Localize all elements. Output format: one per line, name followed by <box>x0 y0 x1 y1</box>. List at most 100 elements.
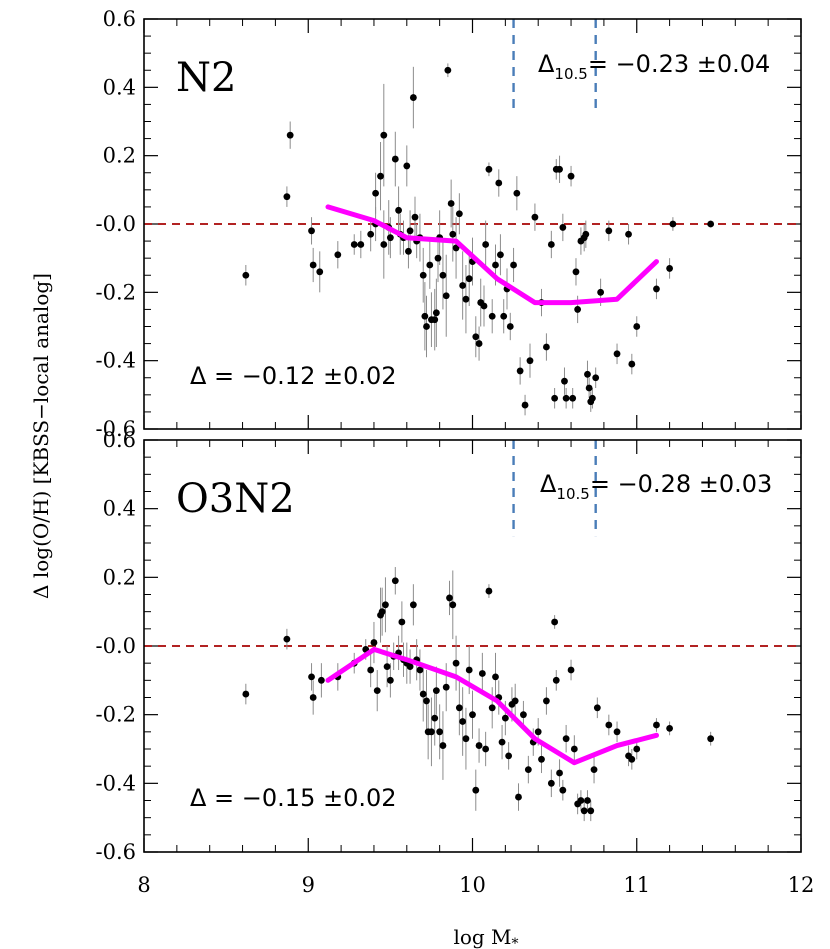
data-point <box>357 241 365 248</box>
data-point <box>585 384 593 392</box>
data-point <box>308 673 315 681</box>
data-point <box>308 227 315 235</box>
y-tick-label: 0.2 <box>103 144 136 168</box>
data-point <box>370 639 378 646</box>
data-point <box>567 666 575 674</box>
x-axis-title-main: log M <box>453 925 511 949</box>
data-point <box>405 247 412 255</box>
data-point <box>286 131 294 139</box>
data-point <box>666 725 673 732</box>
data-point <box>582 230 590 238</box>
data-point <box>495 179 503 187</box>
data-point <box>455 704 463 712</box>
data-point <box>403 162 411 170</box>
y-tick-label: -0.4 <box>96 771 137 795</box>
y-tick-label: -0.6 <box>96 840 137 864</box>
data-point <box>459 718 467 725</box>
data-point <box>590 766 598 773</box>
data-point <box>561 377 568 385</box>
data-point <box>316 268 324 276</box>
x-tick-labels: 8 9 10 11 12 <box>137 873 814 897</box>
data-point <box>572 268 580 276</box>
data-point <box>449 601 457 609</box>
mass-annotation-delta: Δ <box>538 50 555 78</box>
data-point <box>309 694 317 701</box>
running-median-line <box>325 646 659 766</box>
data-point <box>475 340 483 347</box>
data-point <box>613 728 621 736</box>
data-point <box>380 241 388 248</box>
data-point <box>398 618 406 626</box>
data-point <box>531 213 539 221</box>
mass-annotation-delta: Δ <box>540 470 557 498</box>
data-point <box>516 367 524 375</box>
data-point <box>444 66 452 74</box>
data-point <box>242 690 250 698</box>
data-point <box>485 587 493 595</box>
data-point <box>482 745 490 753</box>
y-tick-label: -0.0 <box>96 212 137 236</box>
data-point <box>505 752 513 760</box>
data-point <box>613 350 621 358</box>
data-point <box>482 241 490 248</box>
data-point <box>334 251 342 259</box>
x-tick-label: 10 <box>459 873 486 897</box>
data-point <box>469 711 476 719</box>
data-point <box>559 786 567 794</box>
mass-annotation-value: = −0.23 ±0.04 <box>588 50 770 78</box>
data-point <box>391 155 399 163</box>
data-point <box>442 683 450 691</box>
data-point <box>283 635 291 643</box>
data-point <box>580 807 588 815</box>
data-point <box>524 766 532 773</box>
data-point <box>472 786 480 794</box>
data-point <box>485 165 493 173</box>
data-point <box>587 807 595 815</box>
data-point <box>350 241 358 248</box>
data-point <box>367 666 375 674</box>
data-point <box>465 666 473 674</box>
data-point <box>570 745 578 753</box>
data-point <box>432 687 440 695</box>
data-point <box>513 189 521 197</box>
y-tick-label: -0.2 <box>96 280 137 304</box>
data-point <box>411 213 419 221</box>
data-point <box>462 735 470 743</box>
data-point <box>465 275 473 283</box>
data-point <box>383 663 391 670</box>
data-point <box>406 663 414 670</box>
y-tick-label: 0.4 <box>103 497 136 521</box>
data-point <box>551 618 559 626</box>
data-point <box>377 172 384 180</box>
x-axis-title-subscript: * <box>512 936 519 949</box>
data-point <box>472 333 480 341</box>
data-point <box>534 728 542 736</box>
data-point <box>439 742 447 749</box>
data-point <box>431 714 439 722</box>
data-point <box>653 285 660 293</box>
y-axis-title: Δ log(O/H) [KBSS−local analog] <box>29 273 53 599</box>
x-tick-label: 9 <box>302 873 315 897</box>
data-point <box>416 666 424 674</box>
data-point <box>556 769 563 777</box>
data-point <box>605 721 613 729</box>
data-point <box>391 577 399 585</box>
data-point <box>547 241 555 248</box>
data-point <box>439 271 447 279</box>
running-median-line <box>325 204 659 306</box>
data-point <box>367 230 375 238</box>
y-tick-label: -0.6 <box>96 417 137 441</box>
data-point <box>446 594 453 602</box>
data-point <box>406 227 414 235</box>
data-point <box>436 728 444 736</box>
data-point <box>605 227 613 235</box>
data-point <box>242 271 250 279</box>
data-point <box>526 357 534 365</box>
data-point <box>669 220 677 228</box>
data-point <box>488 312 496 320</box>
data-point <box>380 131 388 139</box>
data-point <box>628 755 636 763</box>
data-point <box>506 323 514 330</box>
data-point <box>538 755 545 763</box>
